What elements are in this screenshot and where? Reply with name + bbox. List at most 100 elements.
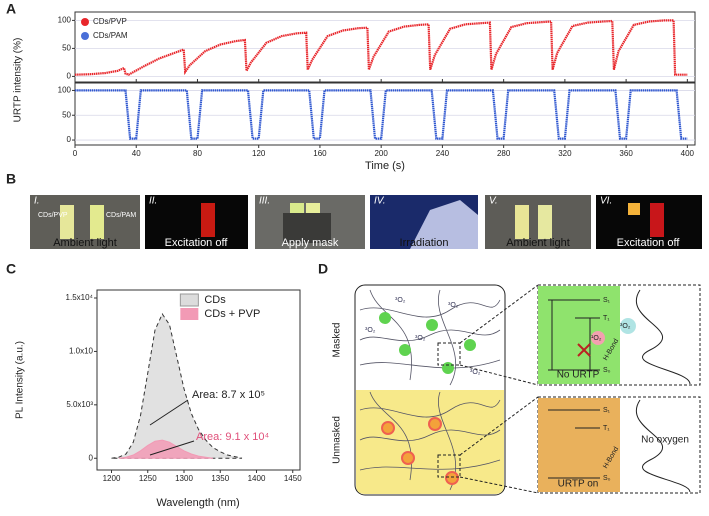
photo	[596, 195, 702, 249]
sample	[201, 203, 215, 237]
y-tick-label: 0	[67, 135, 72, 144]
photo	[145, 195, 248, 249]
x-tick-label: 0	[73, 149, 78, 158]
x-tick-label: 1400	[248, 474, 266, 483]
x-tick-label: 80	[193, 149, 202, 158]
level-label: S₀	[603, 367, 611, 374]
sample	[60, 205, 74, 239]
x-tick-label: 1300	[175, 474, 193, 483]
oxygen-label: ³O₂	[620, 323, 631, 330]
y-tick-label: 0	[89, 453, 94, 462]
sample	[628, 203, 640, 215]
plot-frame	[74, 82, 696, 146]
sample	[290, 203, 304, 213]
zoom-box	[437, 342, 461, 366]
sample	[538, 205, 552, 239]
x-tick-label: 240	[436, 149, 450, 158]
legend-label: CDs + PVP	[204, 308, 260, 320]
panel-label: C	[6, 261, 16, 277]
y-tick-label: 5.0x10³	[66, 400, 93, 409]
zoom-line	[459, 284, 539, 494]
cd-dot	[445, 471, 459, 485]
data-line	[74, 19, 688, 76]
photo	[30, 195, 140, 249]
photo-caption: Ambient light	[506, 237, 570, 249]
polymer	[635, 289, 691, 493]
y-axis-label: PL Intensity (a.u.)	[15, 341, 26, 419]
legend-marker	[179, 293, 199, 307]
oxygen-label: ³O₂	[365, 327, 376, 334]
x-axis-label: Time (s)	[365, 160, 405, 172]
oxygen-molecule	[591, 331, 605, 345]
polymer-chain	[359, 289, 501, 386]
oxygen-label: ³O₂	[448, 302, 459, 309]
plot-frame	[96, 289, 301, 471]
y-tick-label: 100	[58, 16, 72, 25]
x-tick-label: 1250	[139, 474, 157, 483]
level-label: S₀	[603, 475, 611, 482]
y-tick-label: 100	[58, 86, 72, 95]
oxygen-label: ³O₂	[470, 369, 481, 376]
mask	[283, 213, 331, 243]
cd-dot	[442, 362, 454, 374]
photo-numeral: I.	[34, 196, 40, 207]
data-line	[75, 89, 688, 140]
sample	[306, 203, 320, 213]
cd-dot	[426, 319, 438, 331]
annotation-leader	[149, 399, 189, 426]
x-tick-label: 280	[497, 149, 511, 158]
x-axis-label: Wavelength (nm)	[156, 497, 239, 509]
panel-label: D	[318, 261, 328, 277]
photo-caption: Excitation off	[617, 237, 681, 249]
x-tick-label: 120	[252, 149, 266, 158]
level-label: T₁	[603, 315, 610, 322]
zoom-box	[437, 454, 461, 478]
x-tick-label: 160	[313, 149, 327, 158]
photo-numeral: II.	[149, 196, 157, 207]
photo-caption: Excitation off	[165, 237, 229, 249]
annotation-leader	[149, 440, 195, 456]
photo-numeral: IV.	[374, 196, 385, 207]
data-area	[118, 439, 214, 459]
annotation: Area: 9.1 x 10⁴	[196, 431, 269, 443]
diagram: ³O₂ ³O₂ ³O₂ ³O₂ ³O₂ Masked Unmasked S₁ T…	[332, 284, 701, 496]
oxygen-label: ³O₂	[415, 335, 426, 342]
legend-marker	[81, 32, 89, 40]
photo-caption: Ambient light	[53, 237, 117, 249]
sample-label: CDs/PVP	[38, 212, 68, 219]
sample	[650, 203, 664, 237]
state-label: No oxygen	[641, 435, 689, 446]
photo-caption: Apply mask	[282, 237, 339, 249]
cd-dot	[381, 421, 395, 435]
cd-box	[538, 398, 620, 492]
photo-strip: CDs/PVP CDs/PAM I. Ambient light II. Exc…	[30, 195, 702, 249]
y-tick-label: 50	[62, 44, 71, 53]
cd-dot	[428, 417, 442, 431]
panel-label: B	[6, 171, 16, 187]
cd-dot	[401, 451, 415, 465]
photo-caption: Irradiation	[400, 237, 449, 249]
level-label: S₁	[603, 407, 611, 414]
x-tick-label: 1200	[103, 474, 121, 483]
annotation: Area: 8.7 x 10⁵	[192, 389, 265, 401]
side-label: Unmasked	[332, 416, 343, 464]
light-beam	[410, 200, 478, 249]
x-tick-label: 200	[374, 149, 388, 158]
legend-label: CDs	[204, 294, 226, 306]
y-tick-label: 1.0x10	[69, 347, 94, 356]
photo-numeral: VI.	[600, 196, 612, 207]
state-label: No URTP	[557, 370, 600, 381]
oxygen-label: ³O₂	[395, 297, 406, 304]
state-label: URTP on	[558, 479, 599, 490]
oxygen-molecule	[620, 318, 636, 334]
cd-dot	[379, 312, 391, 324]
energy-level	[548, 299, 600, 479]
side-label: Masked	[332, 322, 343, 357]
polymer-chain	[359, 391, 501, 491]
x-tick-label: 320	[558, 149, 572, 158]
x-tick-label: 1450	[284, 474, 302, 483]
photo-numeral: III.	[259, 196, 270, 207]
legend-marker	[81, 18, 89, 26]
oxygen-label: ¹O₂	[591, 335, 602, 342]
